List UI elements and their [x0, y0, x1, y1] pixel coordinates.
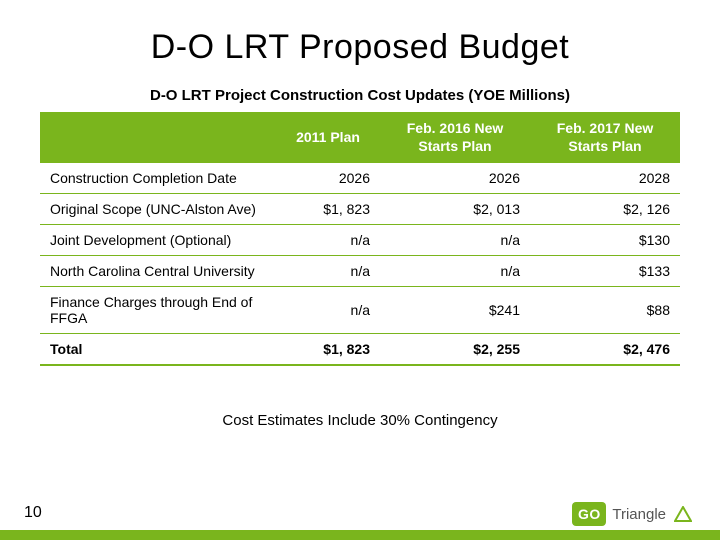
page-number: 10: [24, 504, 42, 522]
cell: n/a: [276, 287, 380, 334]
row-label: Original Scope (UNC-Alston Ave): [40, 194, 276, 225]
table-row-total: Total $1, 823 $2, 255 $2, 476: [40, 334, 680, 366]
cell: n/a: [380, 225, 530, 256]
table-row: Original Scope (UNC-Alston Ave) $1, 823 …: [40, 194, 680, 225]
logo-go-icon: GO: [572, 502, 606, 526]
footnote: Cost Estimates Include 30% Contingency: [40, 412, 680, 429]
cell: 2028: [530, 163, 680, 194]
col-header-2017: Feb. 2017 New Starts Plan: [530, 112, 680, 163]
row-label: Finance Charges through End of FFGA: [40, 287, 276, 334]
row-label: North Carolina Central University: [40, 256, 276, 287]
cost-table: 2011 Plan Feb. 2016 New Starts Plan Feb.…: [40, 112, 680, 366]
triangle-icon: [674, 506, 692, 522]
cell: n/a: [380, 256, 530, 287]
col-header-2011: 2011 Plan: [276, 112, 380, 163]
cell: $133: [530, 256, 680, 287]
page-title: D-O LRT Proposed Budget: [40, 28, 680, 67]
table-row: Finance Charges through End of FFGA n/a …: [40, 287, 680, 334]
slide: D-O LRT Proposed Budget D-O LRT Project …: [0, 0, 720, 540]
footer: 10 GO Triangle: [0, 496, 720, 540]
row-label: Total: [40, 334, 276, 366]
logo-text: Triangle: [612, 506, 666, 523]
table-row: Joint Development (Optional) n/a n/a $13…: [40, 225, 680, 256]
cell: $241: [380, 287, 530, 334]
table-header-row: 2011 Plan Feb. 2016 New Starts Plan Feb.…: [40, 112, 680, 163]
logo: GO Triangle: [572, 502, 692, 526]
col-header-empty: [40, 112, 276, 163]
cell: $1, 823: [276, 194, 380, 225]
cell: $130: [530, 225, 680, 256]
row-label: Construction Completion Date: [40, 163, 276, 194]
cell: $2, 255: [380, 334, 530, 366]
cell: n/a: [276, 256, 380, 287]
cell: $2, 013: [380, 194, 530, 225]
cell: $88: [530, 287, 680, 334]
footer-accent-bar: [0, 530, 720, 540]
table-row: North Carolina Central University n/a n/…: [40, 256, 680, 287]
cell: $1, 823: [276, 334, 380, 366]
row-label: Joint Development (Optional): [40, 225, 276, 256]
col-header-2016: Feb. 2016 New Starts Plan: [380, 112, 530, 163]
table-row: Construction Completion Date 2026 2026 2…: [40, 163, 680, 194]
cell: 2026: [276, 163, 380, 194]
cell: $2, 126: [530, 194, 680, 225]
cell: $2, 476: [530, 334, 680, 366]
table-subtitle: D-O LRT Project Construction Cost Update…: [40, 87, 680, 104]
cell: 2026: [380, 163, 530, 194]
cell: n/a: [276, 225, 380, 256]
